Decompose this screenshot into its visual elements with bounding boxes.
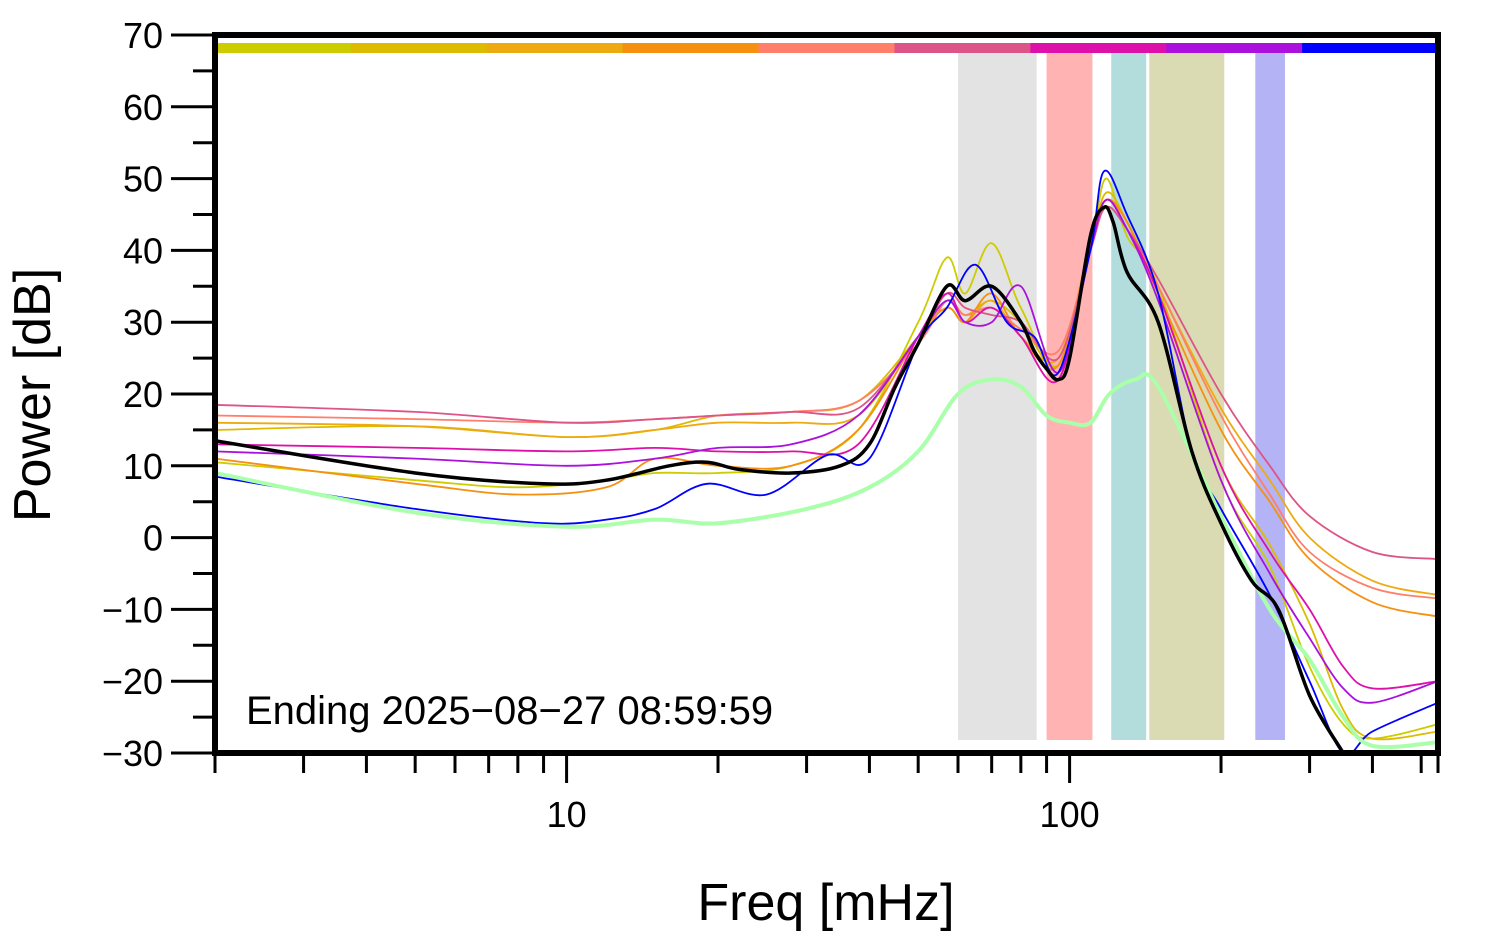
band-3 [1111, 53, 1147, 740]
ending-timestamp-annotation: Ending 2025−08−27 08:59:59 [246, 689, 773, 733]
y-tick-label: 30 [123, 302, 163, 343]
series-line-3 [215, 198, 1438, 596]
series-line-4 [215, 198, 1438, 618]
x-axis-ticks: 10 100 [213, 753, 1440, 835]
y-tick-label: 0 [143, 518, 163, 559]
y-tick-label: −20 [102, 661, 163, 702]
top-color-bar [215, 43, 1439, 53]
top-bar-segment-4 [622, 43, 760, 53]
series-line-2 [215, 191, 1438, 741]
top-bar-segment-9 [1302, 43, 1439, 53]
band-1 [958, 53, 1037, 740]
top-bar-segment-6 [894, 43, 1031, 53]
top-bar-segment-5 [758, 43, 895, 53]
series-line-7 [215, 198, 1438, 690]
y-tick-label: 10 [123, 446, 163, 487]
x-axis-title: Freq [mHz] [697, 874, 954, 932]
series-line-10 [215, 372, 1438, 750]
y-tick-label: 20 [123, 374, 163, 415]
y-tick-label: 50 [123, 159, 163, 200]
frequency-bands [958, 53, 1285, 740]
series-line-11 [215, 205, 1346, 753]
top-bar-segment-1 [215, 43, 352, 53]
y-axis-ticks: −30 −20 −10 0 10 20 30 40 50 60 70 [102, 15, 215, 774]
x-tick-label: 100 [1040, 794, 1100, 835]
band-4 [1149, 53, 1225, 740]
y-tick-label: −30 [102, 733, 163, 774]
plot-frame [212, 32, 1441, 756]
x-tick-label: 10 [547, 794, 587, 835]
y-tick-label: 70 [123, 15, 163, 56]
band-5 [1255, 53, 1285, 740]
series-lines [215, 169, 1438, 753]
y-tick-label: 40 [123, 230, 163, 271]
y-tick-label: −10 [102, 589, 163, 630]
top-bar-segment-3 [486, 43, 624, 53]
series-line-8 [215, 198, 1438, 704]
y-axis-title: Power [dB] [4, 268, 62, 522]
band-2 [1046, 53, 1093, 740]
y-tick-label: 60 [123, 87, 163, 128]
top-bar-segment-8 [1166, 43, 1303, 53]
top-bar-segment-2 [350, 43, 488, 53]
top-bar-segment-7 [1030, 43, 1167, 53]
series-line-9 [215, 169, 1438, 753]
